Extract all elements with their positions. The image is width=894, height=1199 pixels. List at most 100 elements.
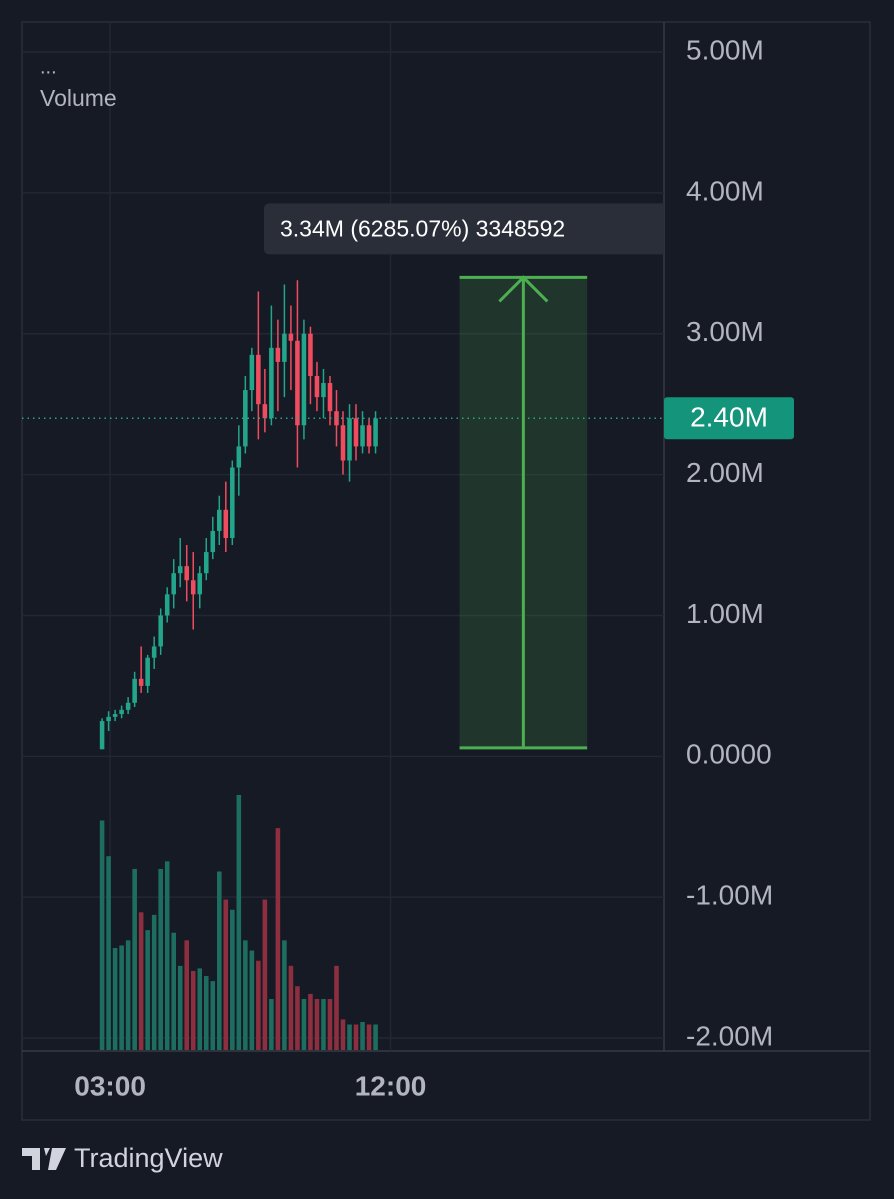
volume-bar xyxy=(184,940,190,1050)
volume-bar xyxy=(321,999,326,1050)
candle-body xyxy=(164,594,170,616)
candle-body xyxy=(301,333,307,426)
volume-pane xyxy=(99,795,378,1050)
candle-body xyxy=(373,418,378,447)
candle-body xyxy=(197,573,203,595)
volume-bar xyxy=(288,965,294,1050)
candle-body xyxy=(132,678,137,703)
volume-bar xyxy=(262,899,268,1050)
candle-body xyxy=(262,404,268,419)
brand: TradingView xyxy=(74,1143,223,1173)
candle-body xyxy=(119,709,124,715)
tooltip-box xyxy=(264,203,664,255)
volume-bar xyxy=(360,1021,365,1050)
candle-body xyxy=(99,721,105,750)
candles xyxy=(99,280,378,750)
volume-bar xyxy=(177,965,183,1050)
candle-body xyxy=(256,354,261,405)
overlay: 2.40M 3.34M (6285.07%) 3348592 xyxy=(22,203,794,750)
candle-body xyxy=(125,702,131,710)
candle-body xyxy=(190,580,196,595)
volume-bar xyxy=(275,828,281,1050)
volume-bar xyxy=(112,948,118,1050)
tooltip-text: 3.34M (6285.07%) 3348592 xyxy=(280,215,565,241)
candle-body xyxy=(308,333,313,376)
candle-body xyxy=(203,552,209,574)
candle-body xyxy=(210,530,216,553)
volume-bar xyxy=(106,856,111,1050)
candle-body xyxy=(236,446,242,468)
y-tick-label: -1.00M xyxy=(686,880,773,911)
candle-body xyxy=(171,573,176,595)
candle-body xyxy=(249,354,255,391)
volume-bar xyxy=(164,861,170,1050)
candle-body xyxy=(366,425,372,447)
candle-body xyxy=(340,425,346,461)
logo-icon xyxy=(22,1148,66,1170)
candle-body xyxy=(295,340,300,426)
volume-bar xyxy=(353,1024,359,1050)
candle-body xyxy=(327,383,333,412)
candle-body xyxy=(347,418,352,461)
y-tick-label: 4.00M xyxy=(686,175,764,206)
candle-body xyxy=(106,716,111,722)
y-tick-label: -2.00M xyxy=(686,1020,773,1051)
volume-bar xyxy=(308,993,313,1050)
candle-body xyxy=(145,657,150,686)
volume-bar xyxy=(230,909,235,1050)
frame xyxy=(21,21,871,1121)
y-tick-label: 2.00M xyxy=(686,457,764,488)
candle-body xyxy=(223,509,229,538)
volume-bar xyxy=(236,795,242,1050)
logo: TradingView xyxy=(22,1143,223,1173)
candle-body xyxy=(282,333,287,362)
volume-label: Volume xyxy=(40,85,117,111)
candle-body xyxy=(158,615,163,647)
volume-bar xyxy=(99,820,105,1050)
volume-bar xyxy=(256,960,261,1050)
candle-body xyxy=(243,390,248,447)
volume-bar xyxy=(366,1024,372,1050)
volume-bar xyxy=(373,1024,378,1050)
menu-dots[interactable]: ... xyxy=(40,56,57,78)
volume-bar xyxy=(282,940,287,1050)
candle-body xyxy=(353,418,359,447)
volume-bar xyxy=(119,945,124,1050)
volume-bar xyxy=(327,999,333,1050)
volume-bar xyxy=(295,986,300,1050)
candle-body xyxy=(269,347,274,419)
volume-bar xyxy=(125,940,131,1050)
volume-bar xyxy=(145,930,150,1050)
candle-body xyxy=(321,383,326,398)
x-tick-label: 03:00 xyxy=(74,1070,146,1101)
volume-bar xyxy=(190,970,196,1050)
y-tick-label: 0.0000 xyxy=(686,739,772,770)
volume-bar xyxy=(249,950,255,1050)
candle-body xyxy=(112,714,118,717)
candle-body xyxy=(275,347,281,362)
candle-body xyxy=(217,509,222,531)
candle-body xyxy=(314,375,320,398)
last-price-label: 2.40M xyxy=(690,402,768,433)
volume-bar xyxy=(301,999,307,1050)
candle-body xyxy=(138,678,144,686)
y-tick-label: 3.00M xyxy=(686,316,764,347)
candle-body xyxy=(184,566,190,581)
volume-bar xyxy=(334,965,339,1050)
volume-bar xyxy=(138,912,144,1050)
x-tick-label: 12:00 xyxy=(355,1070,427,1101)
volume-bar xyxy=(203,976,209,1050)
volume-bar xyxy=(223,899,229,1050)
volume-bar xyxy=(347,1024,352,1050)
volume-bar xyxy=(158,868,163,1050)
candle-body xyxy=(177,566,183,574)
volume-bar xyxy=(314,999,320,1050)
candle-body xyxy=(288,333,294,341)
last-price-badge xyxy=(664,397,794,440)
volume-bar xyxy=(151,914,157,1050)
volume-bar xyxy=(171,932,176,1050)
volume-bar xyxy=(340,1019,346,1050)
candle-body xyxy=(230,467,235,538)
volume-bar xyxy=(197,968,203,1050)
